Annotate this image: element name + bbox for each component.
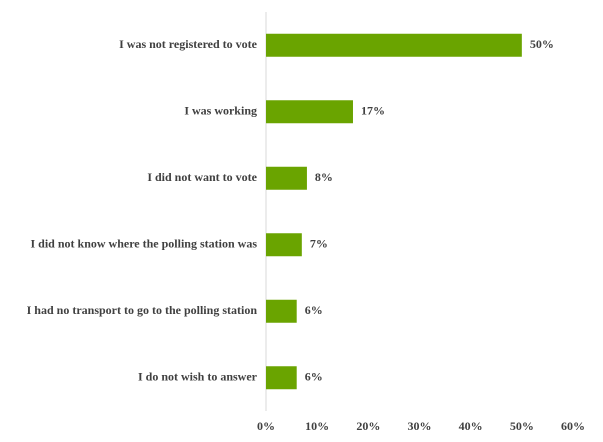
- x-tick-label: 60%: [561, 419, 585, 433]
- data-label: 50%: [530, 37, 554, 51]
- data-label: 17%: [361, 104, 385, 118]
- bar: [266, 299, 297, 323]
- bar: [266, 233, 302, 257]
- y-tick-label: I was working: [184, 104, 257, 118]
- x-tick-label: 40%: [459, 419, 483, 433]
- y-tick-label: I had no transport to go to the polling …: [27, 303, 258, 317]
- x-tick-label: 50%: [510, 419, 534, 433]
- data-label: 7%: [310, 237, 328, 251]
- y-tick-label: I did not know where the polling station…: [31, 237, 258, 251]
- x-tick-label: 30%: [408, 419, 432, 433]
- y-tick-label: I was not registered to vote: [119, 37, 258, 51]
- y-tick-label: I did not want to vote: [147, 170, 257, 184]
- data-label: 6%: [305, 370, 323, 384]
- y-tick-label: I do not wish to answer: [138, 370, 258, 384]
- x-tick-label: 0%: [257, 419, 275, 433]
- bar: [266, 166, 307, 190]
- x-tick-label: 10%: [305, 419, 329, 433]
- data-label: 6%: [305, 303, 323, 317]
- x-tick-label: 20%: [356, 419, 380, 433]
- data-label: 8%: [315, 170, 333, 184]
- bar: [266, 100, 353, 124]
- bar: [266, 366, 297, 390]
- bar: [266, 33, 522, 57]
